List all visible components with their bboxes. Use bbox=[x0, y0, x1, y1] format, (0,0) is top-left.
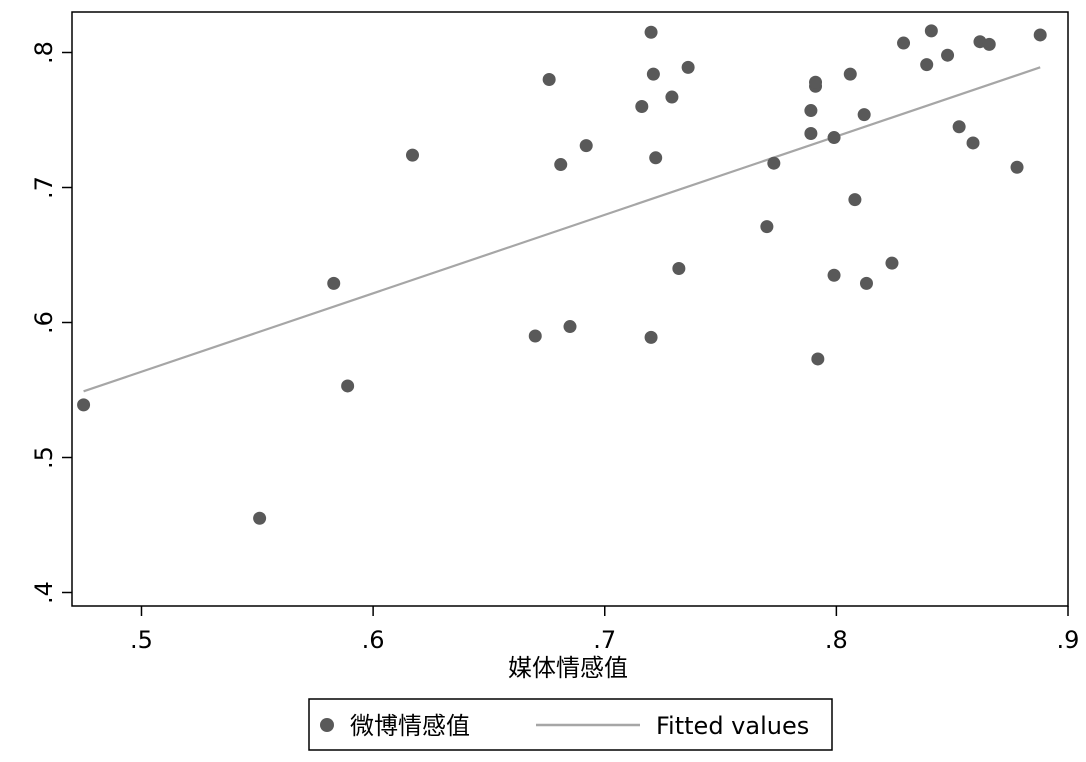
y-tick-label: .4 bbox=[30, 581, 58, 604]
x-tick-label: .9 bbox=[1057, 626, 1080, 654]
legend: 微博情感值 Fitted values bbox=[308, 698, 833, 751]
plot-frame bbox=[71, 11, 1069, 607]
plot-area bbox=[71, 11, 1069, 607]
x-axis: .5 .6 .7 .8 .9 bbox=[130, 606, 1079, 654]
scatter-point bbox=[982, 37, 996, 51]
scatter-point bbox=[859, 276, 873, 290]
scatter-point bbox=[848, 193, 862, 207]
scatter-point bbox=[857, 108, 871, 122]
scatter-point bbox=[665, 90, 679, 104]
scatter-point bbox=[635, 100, 649, 113]
scatter-point bbox=[952, 120, 966, 134]
scatter-point bbox=[528, 329, 542, 343]
scatter-points-layer bbox=[77, 24, 1047, 525]
scatter-point bbox=[941, 48, 955, 62]
scatter-point bbox=[1010, 160, 1024, 174]
scatter-point bbox=[646, 67, 660, 81]
scatter-point bbox=[843, 67, 857, 81]
scatter-point bbox=[809, 75, 823, 89]
scatter-point bbox=[644, 25, 658, 39]
fitted-line bbox=[83, 66, 1041, 393]
y-tick-label: .6 bbox=[30, 311, 58, 334]
scatter-point bbox=[554, 158, 568, 172]
scatter-point bbox=[341, 379, 355, 393]
scatter-point bbox=[579, 139, 593, 153]
scatter-point bbox=[681, 60, 695, 74]
scatter-point bbox=[885, 256, 899, 270]
scatter-point bbox=[760, 220, 774, 234]
scatter-point bbox=[405, 148, 419, 162]
scatter-point bbox=[672, 262, 686, 275]
scatter-point bbox=[563, 320, 577, 334]
scatter-point bbox=[811, 352, 825, 366]
scatter-point bbox=[924, 24, 938, 38]
scatter-point bbox=[804, 104, 818, 118]
scatter-point bbox=[804, 127, 818, 140]
scatter-point bbox=[253, 511, 267, 525]
scatter-point bbox=[897, 36, 911, 50]
x-tick-label: .7 bbox=[593, 626, 616, 654]
x-tick-label: .8 bbox=[825, 626, 848, 654]
scatter-point bbox=[767, 156, 781, 170]
scatter-point bbox=[644, 330, 658, 344]
legend-label-fitted: Fitted values bbox=[656, 712, 809, 740]
scatter-point bbox=[542, 73, 556, 86]
y-tick-label: .7 bbox=[30, 176, 58, 199]
legend-marker-scatter bbox=[320, 718, 334, 732]
y-tick-label: .5 bbox=[30, 446, 58, 469]
legend-label-scatter: 微博情感值 bbox=[350, 712, 470, 740]
scatter-point bbox=[827, 131, 841, 145]
scatter-point bbox=[649, 151, 663, 165]
scatter-point bbox=[1033, 28, 1047, 42]
scatter-point bbox=[77, 398, 91, 412]
x-axis-title: 媒体情感值 bbox=[508, 654, 628, 682]
x-tick-label: .6 bbox=[362, 626, 385, 654]
y-axis: .4 .5 .6 .7 .8 bbox=[30, 41, 72, 604]
scatter-point bbox=[966, 136, 980, 150]
fitted-line-layer bbox=[83, 66, 1041, 393]
x-tick-label: .5 bbox=[130, 626, 153, 654]
scatter-point bbox=[920, 58, 934, 72]
scatter-point bbox=[327, 276, 341, 290]
scatter-point bbox=[827, 268, 841, 282]
y-tick-label: .8 bbox=[30, 41, 58, 64]
